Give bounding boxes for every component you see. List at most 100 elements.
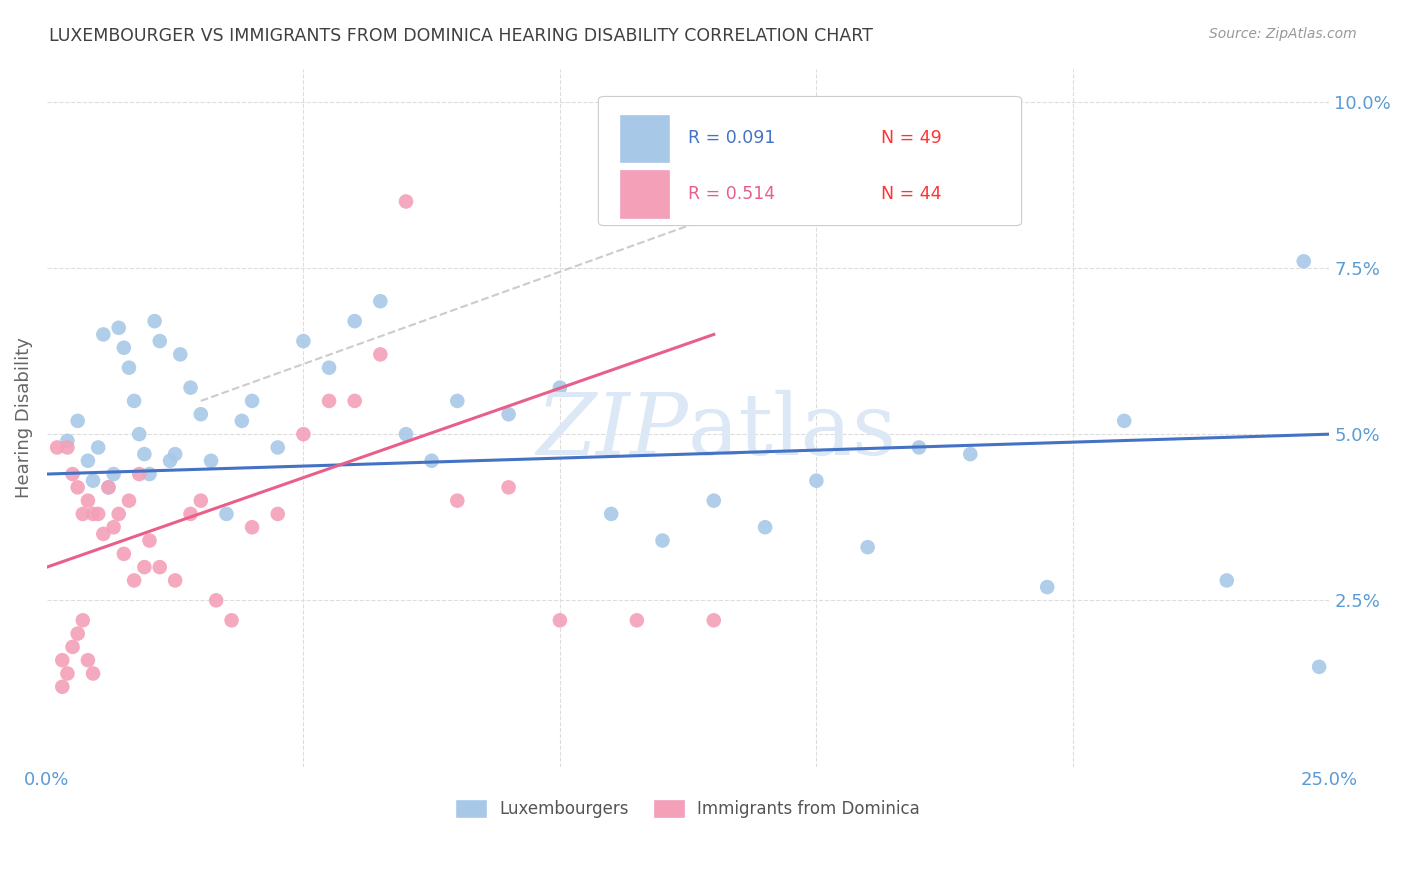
- Point: [72, 613, 94, 627]
- Point: [395, 427, 418, 442]
- Point: [128, 467, 150, 481]
- Point: [600, 507, 623, 521]
- Point: [56, 434, 79, 448]
- Point: [118, 493, 141, 508]
- Point: [143, 314, 166, 328]
- Point: [806, 474, 828, 488]
- Point: [754, 520, 776, 534]
- Point: [87, 507, 110, 521]
- Point: [370, 347, 392, 361]
- Point: [292, 334, 315, 348]
- Point: [420, 454, 443, 468]
- Legend: Luxembourgers, Immigrants from Dominica: Luxembourgers, Immigrants from Dominica: [450, 793, 927, 824]
- Point: [703, 493, 725, 508]
- Point: [292, 427, 315, 442]
- Point: [318, 360, 340, 375]
- Point: [856, 540, 879, 554]
- Point: [87, 441, 110, 455]
- Point: [46, 441, 69, 455]
- Y-axis label: Hearing Disability: Hearing Disability: [15, 337, 32, 498]
- Point: [134, 447, 156, 461]
- Point: [651, 533, 673, 548]
- Point: [97, 480, 120, 494]
- Point: [66, 626, 89, 640]
- Point: [221, 613, 243, 627]
- Point: [446, 393, 468, 408]
- Point: [548, 381, 571, 395]
- Point: [118, 360, 141, 375]
- Point: [122, 393, 145, 408]
- Point: [908, 441, 931, 455]
- Point: [190, 407, 212, 421]
- Point: [82, 474, 104, 488]
- Text: Source: ZipAtlas.com: Source: ZipAtlas.com: [1209, 27, 1357, 41]
- Point: [498, 480, 520, 494]
- Point: [343, 314, 366, 328]
- Point: [200, 454, 222, 468]
- Point: [1308, 660, 1330, 674]
- Point: [149, 334, 172, 348]
- Point: [165, 447, 187, 461]
- FancyBboxPatch shape: [620, 114, 669, 162]
- Point: [1036, 580, 1059, 594]
- Point: [205, 593, 228, 607]
- Point: [267, 507, 290, 521]
- Point: [138, 533, 160, 548]
- Point: [395, 194, 418, 209]
- Point: [51, 680, 73, 694]
- FancyBboxPatch shape: [599, 96, 1022, 226]
- Text: ZIP: ZIP: [536, 390, 688, 473]
- Point: [318, 393, 340, 408]
- Point: [82, 666, 104, 681]
- Point: [180, 507, 202, 521]
- Text: R = 0.091: R = 0.091: [688, 129, 776, 147]
- Point: [72, 507, 94, 521]
- Text: R = 0.514: R = 0.514: [688, 186, 775, 203]
- Point: [138, 467, 160, 481]
- Point: [180, 381, 202, 395]
- Point: [103, 467, 125, 481]
- Point: [77, 454, 100, 468]
- Point: [190, 493, 212, 508]
- FancyBboxPatch shape: [620, 170, 669, 218]
- Point: [343, 393, 366, 408]
- Text: N = 44: N = 44: [880, 186, 941, 203]
- Point: [1114, 414, 1136, 428]
- Point: [959, 447, 981, 461]
- Point: [267, 441, 290, 455]
- Point: [62, 467, 84, 481]
- Point: [122, 574, 145, 588]
- Point: [91, 527, 114, 541]
- Point: [165, 574, 187, 588]
- Point: [107, 320, 129, 334]
- Point: [498, 407, 520, 421]
- Point: [370, 294, 392, 309]
- Point: [703, 613, 725, 627]
- Point: [231, 414, 253, 428]
- Text: LUXEMBOURGER VS IMMIGRANTS FROM DOMINICA HEARING DISABILITY CORRELATION CHART: LUXEMBOURGER VS IMMIGRANTS FROM DOMINICA…: [49, 27, 873, 45]
- Point: [149, 560, 172, 574]
- Point: [240, 520, 263, 534]
- Point: [215, 507, 238, 521]
- Point: [66, 480, 89, 494]
- Point: [112, 547, 135, 561]
- Point: [97, 480, 120, 494]
- Point: [446, 493, 468, 508]
- Point: [77, 653, 100, 667]
- Point: [82, 507, 104, 521]
- Point: [77, 493, 100, 508]
- Point: [107, 507, 129, 521]
- Point: [134, 560, 156, 574]
- Text: N = 49: N = 49: [880, 129, 941, 147]
- Point: [112, 341, 135, 355]
- Text: atlas: atlas: [688, 390, 897, 473]
- Point: [56, 441, 79, 455]
- Point: [548, 613, 571, 627]
- Point: [62, 640, 84, 654]
- Point: [56, 666, 79, 681]
- Point: [66, 414, 89, 428]
- Point: [128, 427, 150, 442]
- Point: [159, 454, 181, 468]
- Point: [103, 520, 125, 534]
- Point: [1216, 574, 1239, 588]
